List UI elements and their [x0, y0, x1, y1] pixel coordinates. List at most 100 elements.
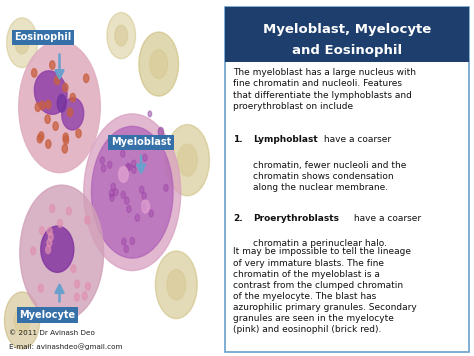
- Ellipse shape: [57, 94, 66, 112]
- Circle shape: [111, 183, 116, 190]
- Circle shape: [107, 12, 136, 59]
- Text: chromatin, fewer nucleoli and the
chromatin shows condensation
along the nuclear: chromatin, fewer nucleoli and the chroma…: [254, 161, 407, 192]
- Circle shape: [110, 194, 114, 201]
- Circle shape: [58, 220, 63, 227]
- FancyBboxPatch shape: [226, 7, 469, 62]
- Circle shape: [19, 41, 100, 173]
- Text: It may be impossible to tell the lineage
of very immature blasts. The fine
chrom: It may be impossible to tell the lineage…: [233, 247, 417, 334]
- Circle shape: [38, 284, 43, 292]
- Circle shape: [142, 192, 146, 199]
- Circle shape: [132, 160, 136, 167]
- Circle shape: [47, 227, 52, 235]
- Circle shape: [121, 191, 126, 198]
- Circle shape: [82, 292, 87, 300]
- Circle shape: [167, 269, 186, 300]
- Circle shape: [165, 125, 210, 196]
- Circle shape: [20, 185, 104, 320]
- Circle shape: [100, 157, 105, 164]
- Circle shape: [50, 205, 55, 213]
- Circle shape: [164, 184, 168, 192]
- Circle shape: [155, 251, 197, 319]
- Circle shape: [75, 280, 80, 288]
- Circle shape: [53, 122, 58, 130]
- Circle shape: [32, 69, 37, 77]
- Text: Myelocyte: Myelocyte: [19, 310, 75, 320]
- Circle shape: [39, 227, 45, 235]
- Circle shape: [4, 292, 40, 349]
- Circle shape: [125, 197, 129, 204]
- Circle shape: [45, 115, 50, 124]
- Circle shape: [118, 167, 128, 182]
- Ellipse shape: [62, 98, 84, 130]
- Circle shape: [137, 137, 142, 145]
- Circle shape: [135, 214, 139, 221]
- Circle shape: [148, 111, 152, 117]
- Circle shape: [142, 200, 149, 213]
- Circle shape: [31, 247, 36, 255]
- Circle shape: [139, 186, 144, 193]
- Text: 2.: 2.: [233, 214, 243, 222]
- Text: and Eosinophil: and Eosinophil: [292, 44, 402, 57]
- Circle shape: [63, 133, 68, 142]
- Circle shape: [177, 144, 197, 176]
- Circle shape: [85, 216, 90, 224]
- Ellipse shape: [41, 226, 74, 272]
- Circle shape: [85, 282, 91, 290]
- Circle shape: [62, 145, 67, 153]
- Circle shape: [114, 189, 118, 196]
- Circle shape: [55, 76, 60, 85]
- Circle shape: [124, 246, 128, 253]
- Circle shape: [46, 100, 51, 109]
- Circle shape: [141, 203, 146, 210]
- Circle shape: [46, 140, 51, 148]
- Text: Lymphoblast: Lymphoblast: [254, 135, 318, 144]
- Text: Myeloblast: Myeloblast: [111, 137, 171, 147]
- Circle shape: [101, 165, 106, 172]
- Circle shape: [143, 154, 147, 161]
- Circle shape: [120, 150, 125, 157]
- Circle shape: [115, 25, 128, 46]
- Circle shape: [39, 132, 44, 140]
- Circle shape: [40, 101, 45, 110]
- Circle shape: [132, 166, 136, 173]
- Circle shape: [46, 246, 51, 253]
- Circle shape: [83, 74, 89, 83]
- Circle shape: [63, 136, 69, 145]
- Circle shape: [74, 293, 79, 301]
- Ellipse shape: [34, 71, 67, 114]
- Circle shape: [14, 308, 30, 333]
- Circle shape: [35, 103, 40, 111]
- Text: chromatin a perinuclear halo.: chromatin a perinuclear halo.: [254, 239, 387, 248]
- Circle shape: [149, 210, 154, 217]
- Circle shape: [63, 83, 68, 92]
- Circle shape: [47, 239, 52, 247]
- Text: The myeloblast has a large nucleus with
fine chromatin and nucleoli. Features
th: The myeloblast has a large nucleus with …: [233, 68, 416, 111]
- Text: © 2011 Dr Avinash Deo: © 2011 Dr Avinash Deo: [9, 330, 95, 336]
- Text: have a coarser: have a coarser: [320, 135, 391, 144]
- Circle shape: [158, 127, 164, 136]
- Circle shape: [126, 163, 130, 170]
- Circle shape: [37, 134, 43, 143]
- Circle shape: [115, 142, 119, 149]
- Text: Eosinophil: Eosinophil: [14, 32, 72, 42]
- Text: have a coarser: have a coarser: [351, 214, 421, 222]
- Circle shape: [127, 164, 132, 171]
- Text: Proerythroblasts: Proerythroblasts: [254, 214, 339, 222]
- Text: 1.: 1.: [233, 135, 243, 144]
- Circle shape: [7, 18, 37, 68]
- Circle shape: [139, 32, 179, 96]
- Circle shape: [109, 190, 114, 197]
- Circle shape: [48, 233, 53, 241]
- Circle shape: [70, 93, 75, 102]
- Circle shape: [124, 142, 128, 150]
- Circle shape: [84, 114, 181, 271]
- Circle shape: [76, 129, 81, 138]
- Text: Myeloblast, Myelocyte: Myeloblast, Myelocyte: [263, 23, 431, 36]
- Circle shape: [66, 207, 71, 215]
- Circle shape: [71, 265, 76, 273]
- Circle shape: [130, 237, 135, 245]
- Circle shape: [67, 108, 73, 117]
- Circle shape: [108, 161, 112, 168]
- Circle shape: [127, 205, 131, 213]
- Circle shape: [91, 126, 173, 258]
